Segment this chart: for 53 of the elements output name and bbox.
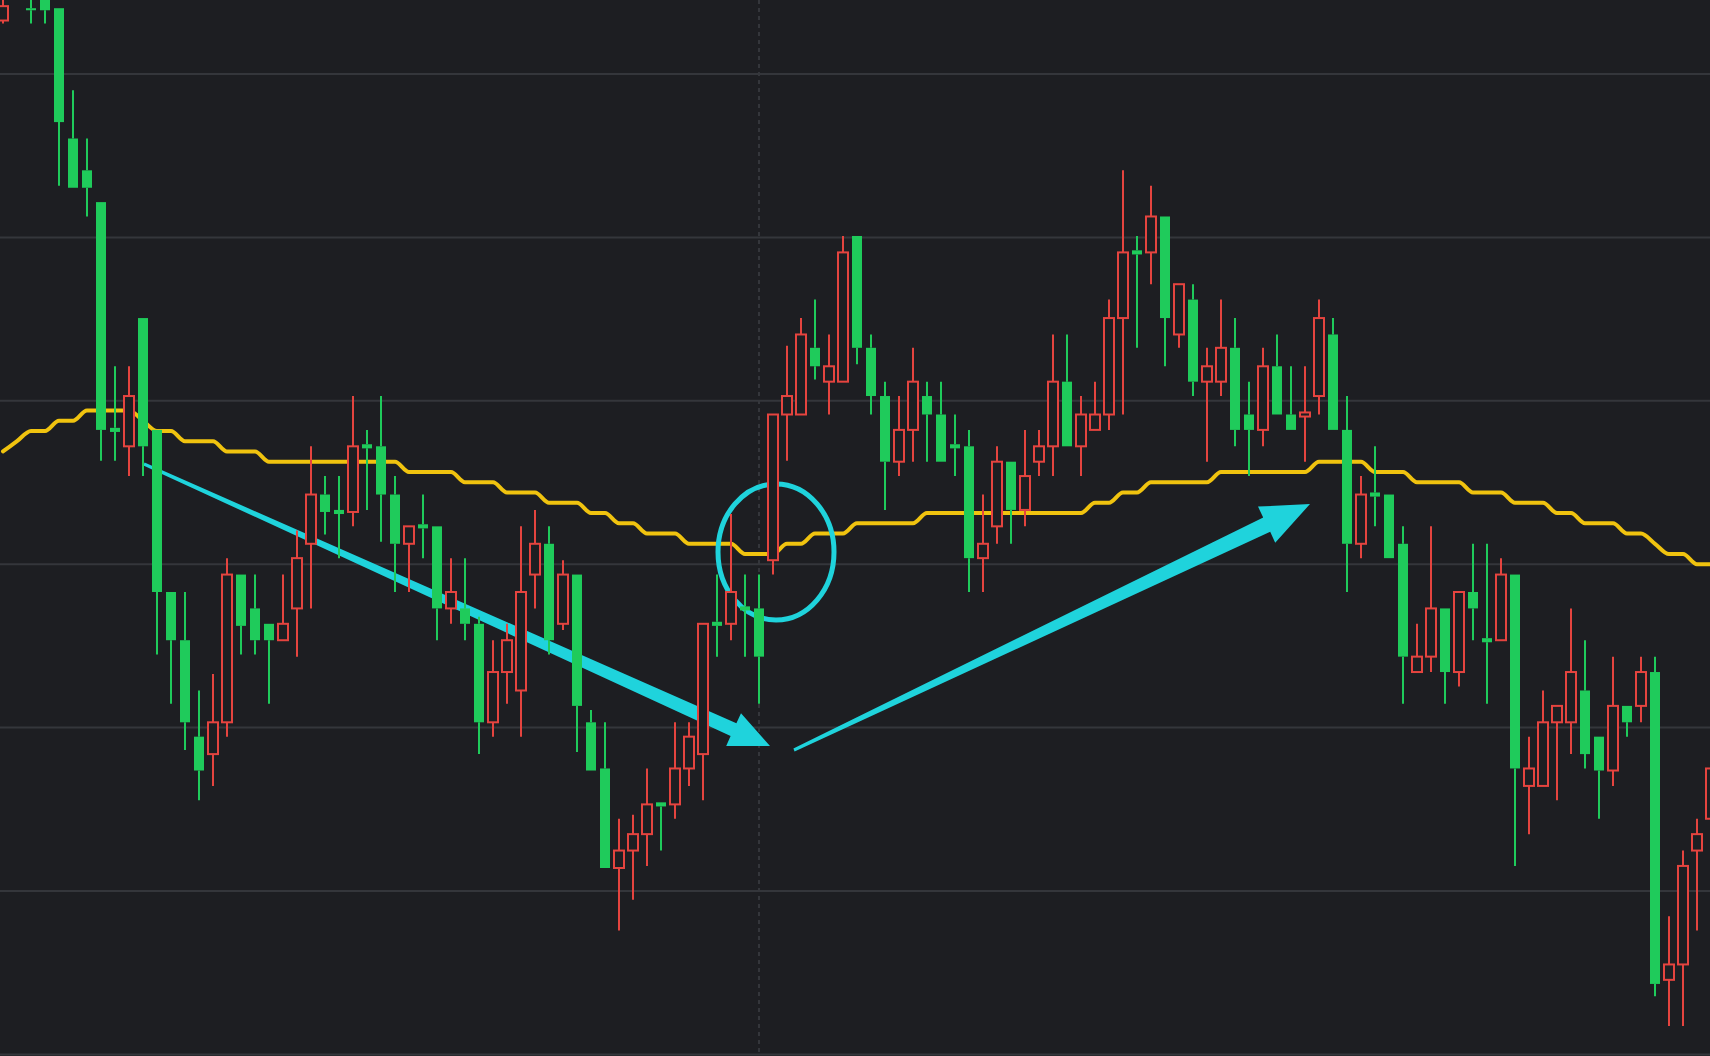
candlestick bbox=[1355, 475, 1367, 560]
candlestick bbox=[712, 573, 722, 658]
candlestick bbox=[110, 365, 120, 462]
candlestick bbox=[1257, 346, 1269, 448]
candlestick bbox=[82, 137, 92, 218]
candlestick bbox=[866, 333, 876, 416]
candlestick bbox=[320, 475, 330, 536]
candlestick bbox=[725, 513, 737, 642]
candlestick bbox=[1398, 525, 1408, 705]
candlestick bbox=[445, 557, 457, 625]
candlestick bbox=[977, 493, 989, 593]
candlestick bbox=[1370, 445, 1380, 528]
candlestick bbox=[1635, 655, 1647, 724]
candlestick bbox=[1482, 542, 1492, 705]
candlestick bbox=[362, 428, 372, 511]
candlestick bbox=[1019, 428, 1031, 528]
candlestick bbox=[1132, 234, 1142, 349]
candlestick bbox=[474, 615, 484, 756]
candlestick bbox=[950, 413, 960, 478]
candlestick bbox=[740, 573, 750, 658]
candlestick bbox=[347, 395, 359, 528]
candlestick bbox=[1468, 542, 1478, 642]
candlestick bbox=[1342, 395, 1352, 593]
candlestick bbox=[1650, 655, 1660, 998]
candlestick bbox=[460, 557, 470, 642]
candlestick bbox=[123, 365, 135, 478]
candlestick bbox=[544, 525, 554, 656]
candlestick bbox=[390, 475, 400, 593]
candlestick bbox=[194, 689, 204, 802]
candlestick bbox=[964, 428, 974, 593]
candlestick bbox=[1607, 655, 1619, 787]
candlestick bbox=[810, 298, 820, 381]
candlestick bbox=[291, 529, 303, 658]
candlestick bbox=[334, 475, 344, 560]
candlestick bbox=[418, 493, 428, 560]
candlestick bbox=[991, 445, 1003, 545]
candlestick bbox=[1313, 298, 1325, 416]
candlestick bbox=[180, 591, 190, 752]
candlestick bbox=[1299, 365, 1311, 463]
candlestick bbox=[26, 0, 36, 25]
candlestick bbox=[880, 380, 890, 511]
candlestick bbox=[1580, 639, 1590, 770]
candlestick bbox=[1691, 817, 1703, 932]
candlestick bbox=[376, 395, 386, 543]
candlestick bbox=[1188, 283, 1198, 398]
candlestick bbox=[922, 380, 932, 463]
candlestick bbox=[754, 573, 764, 705]
candlestick bbox=[305, 445, 317, 610]
candlestick bbox=[1244, 380, 1254, 478]
candlestick bbox=[529, 508, 541, 610]
candlestick bbox=[250, 573, 260, 656]
candlestick bbox=[1145, 184, 1157, 286]
candlestick bbox=[1230, 317, 1240, 448]
